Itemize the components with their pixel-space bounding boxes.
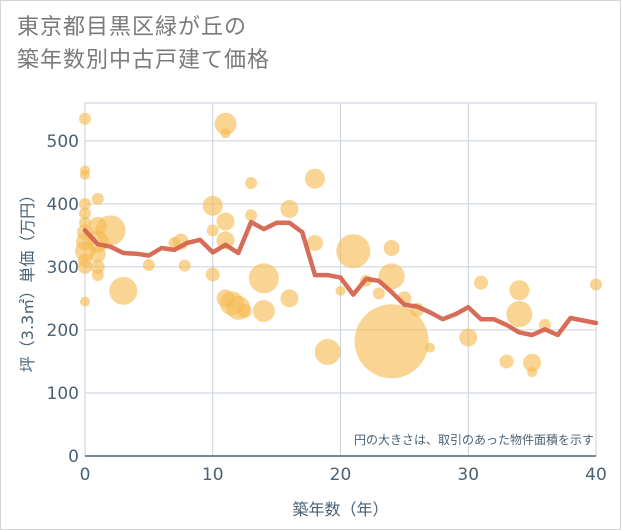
x-tick-label: 30 [457,465,479,485]
y-axis-title: 坪（3.3㎡）単価（万円） [18,187,37,372]
data-bubble [206,224,219,237]
data-bubble [95,215,126,246]
data-bubble [372,287,385,300]
x-axis-title: 築年数（年） [292,500,388,519]
data-bubble [424,342,435,353]
data-bubble [459,328,478,347]
data-bubble [214,112,237,135]
data-bubble [109,276,138,305]
chart-title-line2: 築年数別中古戸建て価格 [17,48,271,73]
bubble-size-note: 円の大きさは、取引のあった物件面積を示す [354,432,594,447]
data-bubble [216,212,235,231]
data-bubble [178,259,191,272]
data-bubble [378,263,405,290]
data-bubble [245,177,258,190]
chart-title: 東京都目黒区緑が丘の 築年数別中古戸建て価格 [17,11,270,77]
data-bubble [335,285,346,296]
x-tick-label: 40 [585,465,607,485]
data-bubble [78,259,92,274]
y-tick-label: 100 [47,384,79,404]
data-bubble [91,192,104,205]
data-bubble [509,280,530,301]
data-bubble [252,300,275,323]
data-bubble [79,207,91,220]
data-bubble [205,267,220,282]
data-bubble [499,354,514,369]
y-tick-label: 0 [68,447,79,467]
data-bubble [80,169,90,180]
data-bubble [79,112,91,125]
data-bubble [527,367,538,378]
data-bubble [523,353,542,372]
data-bubble [220,128,231,139]
data-bubble [91,269,104,282]
data-bubble [336,234,371,269]
y-tick-label: 500 [47,132,79,152]
data-bubble [590,278,602,291]
data-bubble [245,209,258,222]
x-tick-label: 0 [80,465,91,485]
data-bubble [202,195,223,216]
average-price-line [82,219,599,338]
data-bubble [248,263,279,294]
data-bubble [314,338,341,365]
data-bubble [506,301,533,328]
data-bubble [304,168,325,189]
y-tick-label: 200 [47,321,79,341]
data-bubble [89,246,106,263]
y-tick-label: 400 [47,195,79,215]
data-bubble [354,304,429,379]
data-bubble [383,239,400,256]
x-tick-label: 10 [202,465,224,485]
data-bubble [79,197,91,210]
x-tick-label: 20 [330,465,352,485]
data-bubble [142,259,155,272]
data-bubble [280,199,299,218]
data-bubble [306,234,323,251]
data-bubble [280,289,299,308]
data-bubble [80,296,90,307]
data-bubble [538,318,551,331]
data-bubble [474,275,489,290]
chart-title-line1: 東京都目黒区緑が丘の [17,15,248,40]
data-bubble [237,304,252,319]
y-tick-label: 300 [47,258,79,278]
